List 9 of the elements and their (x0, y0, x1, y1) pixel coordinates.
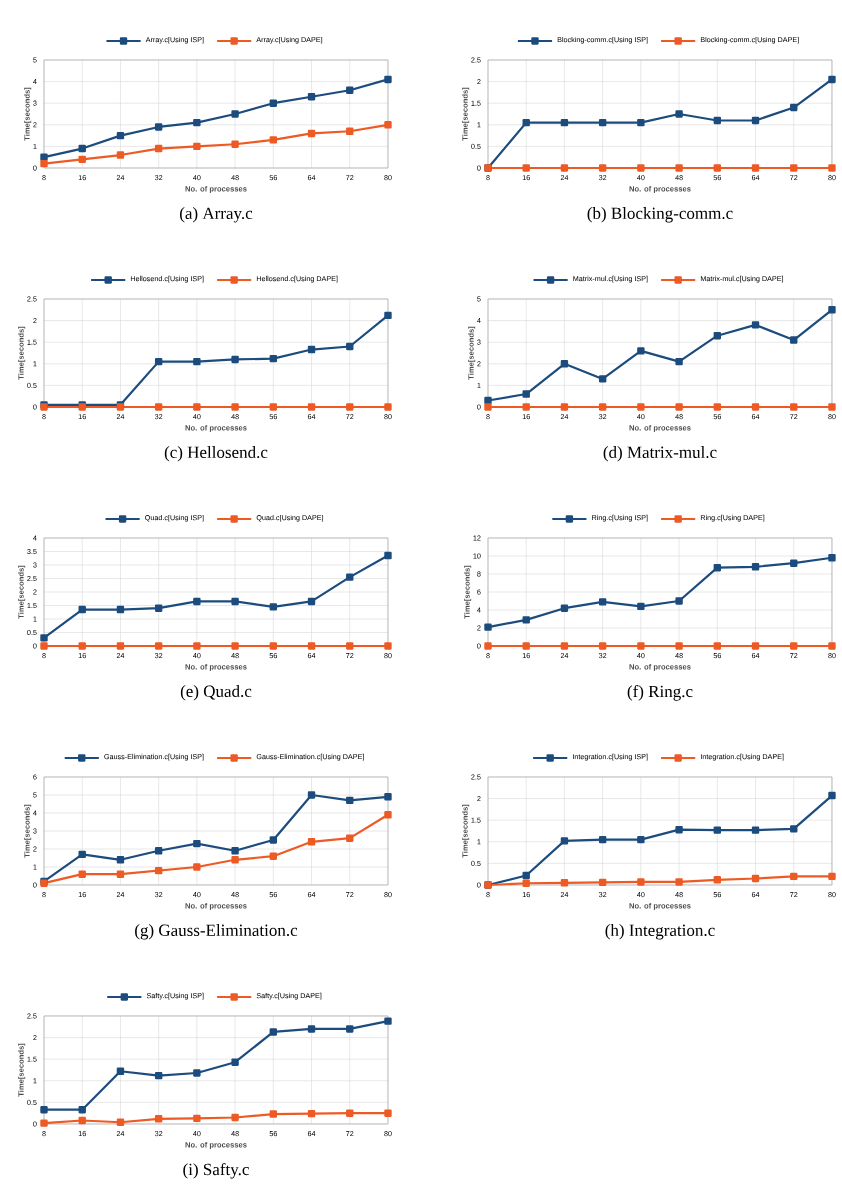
text: (f) Ring.c (627, 685, 693, 701)
text: (g) Gauss-Elimination.c (134, 924, 297, 940)
text: (e) Quad.c (180, 685, 252, 701)
text: (i) Safty.c (182, 1163, 249, 1179)
text: (a) Array.c (179, 207, 252, 223)
text: (h) Integration.c (605, 924, 715, 940)
text: (b) Blocking-comm.c (587, 207, 733, 223)
text: (c) Hellosend.c (164, 446, 268, 462)
text: (d) Matrix-mul.c (603, 446, 717, 462)
